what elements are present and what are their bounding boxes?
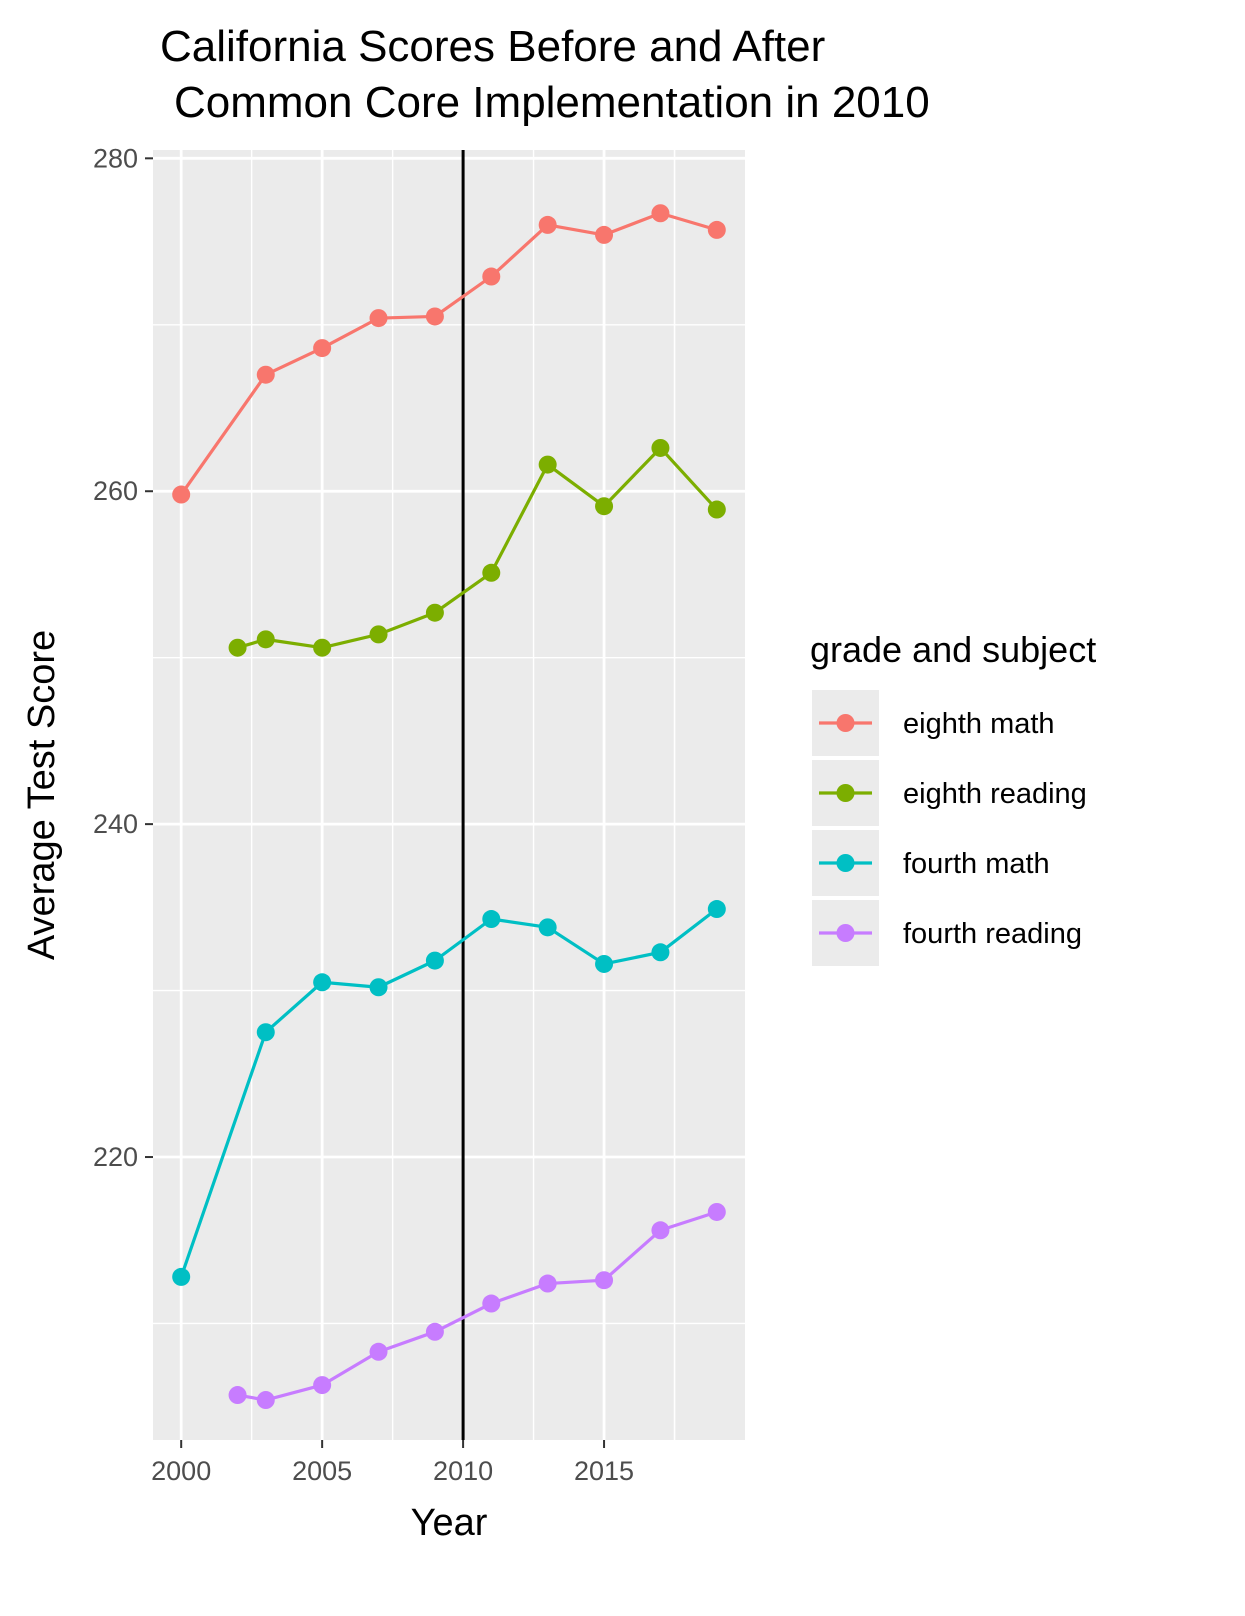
data-point <box>256 365 275 384</box>
data-point <box>538 455 557 474</box>
series-eighth-math <box>172 204 726 504</box>
data-point <box>707 1202 726 1221</box>
chart-title-line-2: Common Core Implementation in 2010 <box>174 78 930 127</box>
data-point <box>228 1386 247 1405</box>
series-line <box>179 211 719 497</box>
legend-label: eighth math <box>903 708 1055 740</box>
data-point <box>595 1271 614 1290</box>
data-point <box>482 910 501 929</box>
plot-panel <box>153 150 745 1440</box>
x-tick-label: 2010 <box>433 1456 493 1486</box>
data-point <box>707 500 726 519</box>
data-point <box>595 497 614 516</box>
x-tick-label: 2005 <box>292 1456 352 1486</box>
data-point <box>482 1294 501 1313</box>
y-axis-title: Average Test Score <box>21 630 63 960</box>
data-point <box>425 1322 444 1341</box>
data-point <box>369 978 388 997</box>
data-point <box>425 603 444 622</box>
data-point <box>256 1391 275 1410</box>
data-point <box>707 900 726 919</box>
series-layer <box>172 204 726 1410</box>
data-point <box>651 438 670 457</box>
data-point <box>425 307 444 326</box>
legend-item-fourth-reading: fourth reading <box>812 900 1082 966</box>
data-point <box>313 973 332 992</box>
legend-items: eighth math eighth reading fourth math four… <box>812 690 1087 966</box>
data-point <box>313 1376 332 1395</box>
legend-item-fourth-math: fourth math <box>812 830 1050 896</box>
data-point <box>172 1267 191 1286</box>
legend-key-point <box>836 784 855 802</box>
x-tick-label: 2015 <box>574 1456 634 1486</box>
data-point <box>369 625 388 644</box>
series-line <box>235 1210 719 1402</box>
series-line <box>179 907 719 1279</box>
x-axis-title: Year <box>411 1502 488 1544</box>
legend-key-point <box>836 924 855 942</box>
axis-ticks <box>145 157 606 1448</box>
data-point <box>172 485 191 504</box>
y-tick-label: 220 <box>93 1142 138 1172</box>
data-point <box>651 943 670 962</box>
data-point <box>482 267 501 286</box>
tick-labels: 2000 2005 2010 2015 220 240 260 280 <box>93 143 634 1486</box>
series-line <box>235 446 719 650</box>
series-eighth-reading <box>228 438 726 657</box>
chart-title: California Scores Before and After Commo… <box>160 22 930 127</box>
legend-key-point <box>836 714 855 732</box>
data-point <box>313 638 332 657</box>
legend: grade and subject eighth math eighth read… <box>810 629 1096 966</box>
data-point <box>369 1342 388 1361</box>
data-point <box>707 220 726 239</box>
y-tick-label: 240 <box>93 809 138 839</box>
series-fourth-math <box>172 900 726 1286</box>
y-tick-label: 280 <box>93 143 138 173</box>
data-point <box>651 204 670 223</box>
data-point <box>538 215 557 234</box>
x-tick-label: 2000 <box>151 1456 211 1486</box>
data-point <box>651 1221 670 1240</box>
legend-item-eighth-math: eighth math <box>812 690 1055 756</box>
data-point <box>595 954 614 973</box>
data-point <box>228 638 247 657</box>
legend-label: fourth reading <box>903 918 1082 950</box>
data-point <box>538 918 557 937</box>
y-tick-label: 260 <box>93 476 138 506</box>
legend-key-point <box>836 854 855 872</box>
data-point <box>256 1023 275 1042</box>
chart-title-line-1: California Scores Before and After <box>160 22 825 71</box>
legend-label: eighth reading <box>903 778 1087 810</box>
legend-item-eighth-reading: eighth reading <box>812 760 1087 826</box>
data-point <box>256 630 275 649</box>
data-point <box>425 951 444 970</box>
legend-label: fourth math <box>903 848 1050 880</box>
legend-title: grade and subject <box>810 629 1096 670</box>
series-fourth-reading <box>228 1202 726 1410</box>
data-point <box>482 563 501 582</box>
data-point <box>595 225 614 244</box>
data-point <box>369 309 388 328</box>
data-point <box>313 339 332 358</box>
data-point <box>538 1274 557 1293</box>
